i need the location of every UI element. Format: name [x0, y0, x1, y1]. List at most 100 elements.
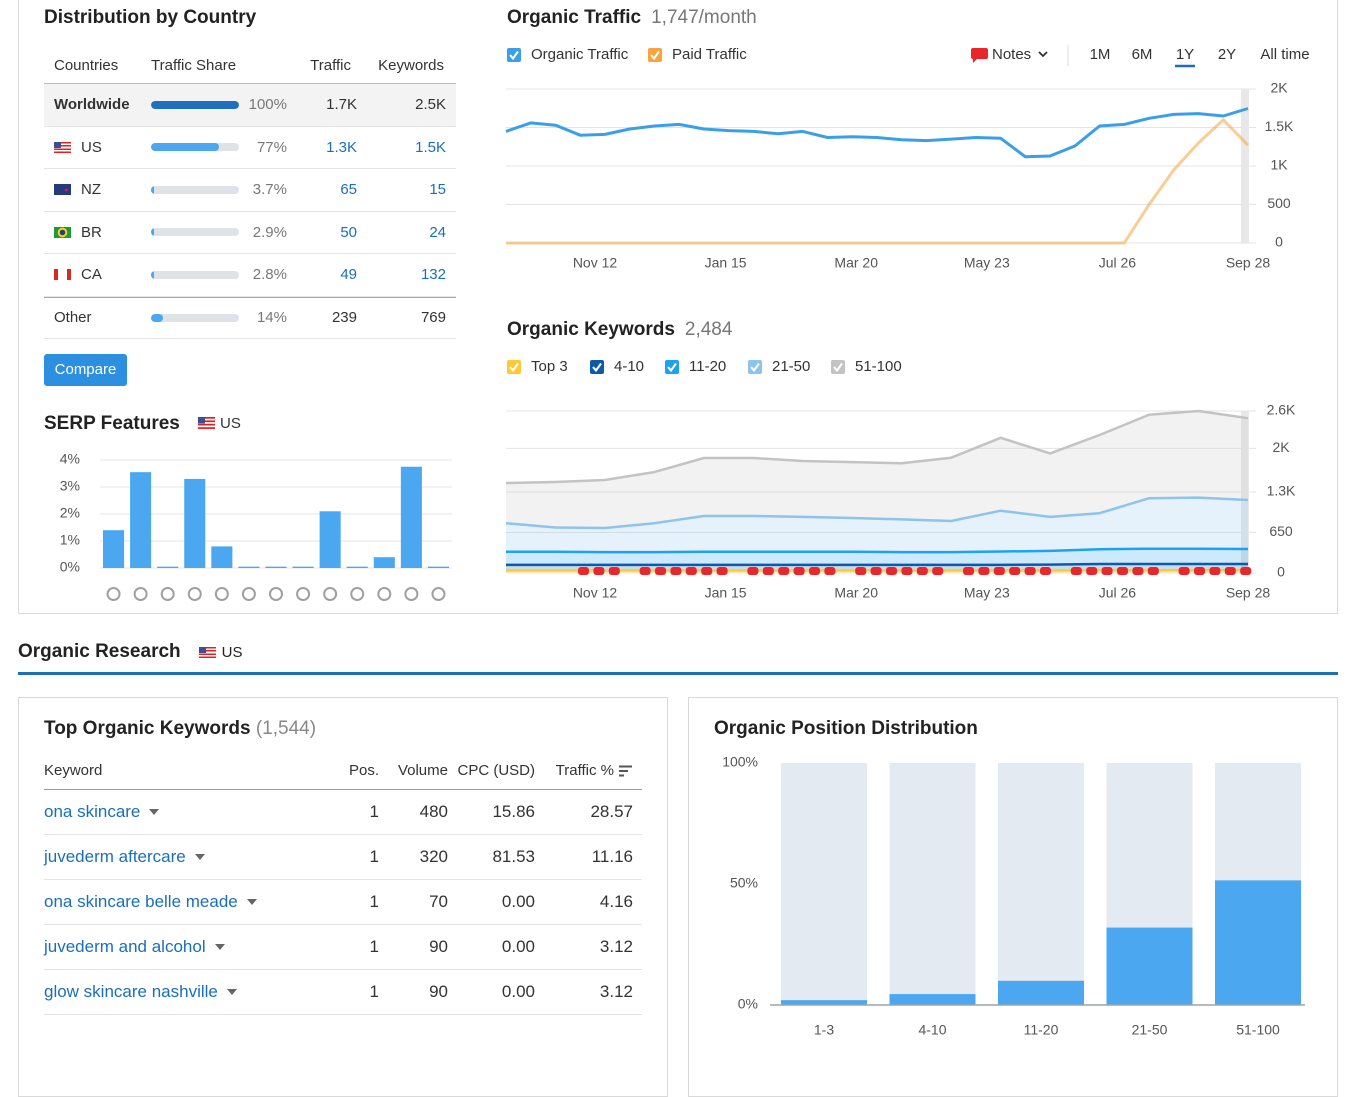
- legend-label[interactable]: 21-50: [772, 358, 810, 375]
- legend-checkbox[interactable]: [590, 360, 604, 374]
- note-marker[interactable]: [1225, 567, 1236, 575]
- note-marker[interactable]: [593, 567, 604, 575]
- note-marker[interactable]: [670, 567, 681, 575]
- x-tick-label: Mar 20: [834, 585, 878, 601]
- traffic-cell[interactable]: 1.3K: [290, 139, 360, 156]
- notes-button[interactable]: Notes: [992, 46, 1031, 63]
- note-marker[interactable]: [871, 567, 882, 575]
- keyword-metric: 90: [385, 982, 455, 1002]
- keyword-link[interactable]: juvederm and alcohol: [44, 937, 206, 956]
- sort-icon[interactable]: [619, 765, 633, 777]
- note-marker[interactable]: [609, 567, 620, 575]
- note-marker[interactable]: [686, 567, 697, 575]
- note-marker[interactable]: [778, 567, 789, 575]
- period-button[interactable]: All time: [1260, 46, 1309, 63]
- database: US: [199, 644, 243, 661]
- note-marker[interactable]: [794, 567, 805, 575]
- keyword-count: (1,544): [256, 718, 316, 739]
- note-marker[interactable]: [1086, 567, 1097, 575]
- traffic-cell[interactable]: 50: [290, 224, 360, 241]
- notes-chevron[interactable]: [1039, 52, 1047, 56]
- notes-icon[interactable]: [971, 48, 988, 63]
- bar: [130, 472, 151, 568]
- dropdown-caret[interactable]: [149, 809, 159, 815]
- compare-button[interactable]: Compare: [44, 354, 127, 386]
- y-tick-label: 2%: [60, 505, 80, 521]
- note-marker[interactable]: [809, 567, 820, 575]
- legend-label[interactable]: 4-10: [614, 358, 644, 375]
- note-marker[interactable]: [1025, 567, 1036, 575]
- share-bar: [151, 143, 219, 151]
- keywords-cell[interactable]: 1.5K: [360, 139, 456, 156]
- note-marker[interactable]: [855, 567, 866, 575]
- legend-label[interactable]: Top 3: [531, 358, 568, 375]
- note-marker[interactable]: [886, 567, 897, 575]
- legend-label[interactable]: Paid Traffic: [672, 46, 747, 63]
- keyword-link[interactable]: juvederm aftercare: [44, 847, 186, 866]
- keyword-link[interactable]: ona skincare: [44, 802, 140, 821]
- dropdown-caret[interactable]: [247, 899, 257, 905]
- keywords-cell[interactable]: 24: [360, 224, 456, 241]
- note-marker[interactable]: [932, 567, 943, 575]
- traffic-cell[interactable]: 65: [290, 181, 360, 198]
- legend-checkbox[interactable]: [507, 48, 521, 62]
- period-button[interactable]: 1Y: [1176, 46, 1194, 63]
- note-marker[interactable]: [763, 567, 774, 575]
- note-marker[interactable]: [978, 567, 989, 575]
- x-tick-label: Sep 28: [1226, 585, 1271, 601]
- note-marker[interactable]: [963, 567, 974, 575]
- note-marker[interactable]: [1209, 567, 1220, 575]
- note-marker[interactable]: [1102, 567, 1113, 575]
- traffic-cell[interactable]: 49: [290, 266, 360, 283]
- note-marker[interactable]: [1240, 567, 1251, 575]
- note-marker[interactable]: [640, 567, 651, 575]
- dropdown-caret[interactable]: [215, 944, 225, 950]
- keyword-link[interactable]: glow skincare nashville: [44, 982, 218, 1001]
- note-marker[interactable]: [578, 567, 589, 575]
- period-button[interactable]: 6M: [1132, 46, 1153, 63]
- bar-background: [890, 763, 976, 1005]
- keyword-link[interactable]: ona skincare belle meade: [44, 892, 238, 911]
- note-marker[interactable]: [1132, 567, 1143, 575]
- legend-label[interactable]: 11-20: [689, 358, 726, 375]
- legend-checkbox[interactable]: [665, 360, 679, 374]
- note-marker[interactable]: [1071, 567, 1082, 575]
- note-marker[interactable]: [717, 567, 728, 575]
- note-marker[interactable]: [917, 567, 928, 575]
- note-marker[interactable]: [1148, 567, 1159, 575]
- dropdown-caret[interactable]: [195, 854, 205, 860]
- x-tick-label: Sep 28: [1226, 255, 1271, 271]
- note-marker[interactable]: [747, 567, 758, 575]
- sort-header[interactable]: Traffic %: [540, 762, 642, 779]
- keywords-cell[interactable]: 132: [360, 266, 456, 283]
- note-marker[interactable]: [1179, 567, 1190, 575]
- note-marker[interactable]: [701, 567, 712, 575]
- note-marker[interactable]: [824, 567, 835, 575]
- dropdown-caret[interactable]: [227, 989, 237, 995]
- chart-title: SERP Features: [44, 413, 180, 434]
- note-marker[interactable]: [1117, 567, 1128, 575]
- legend-checkbox[interactable]: [507, 360, 521, 374]
- period-button[interactable]: 1M: [1090, 46, 1111, 63]
- legend-checkbox[interactable]: [648, 48, 662, 62]
- y-tick-label: 2K: [1272, 439, 1290, 455]
- note-marker[interactable]: [655, 567, 666, 575]
- note-marker[interactable]: [1009, 567, 1020, 575]
- legend-checkbox[interactable]: [748, 360, 762, 374]
- note-marker[interactable]: [1040, 567, 1051, 575]
- keyword-metric: 3.12: [540, 937, 642, 957]
- keywords-cell[interactable]: 15: [360, 181, 456, 198]
- note-marker[interactable]: [994, 567, 1005, 575]
- note-marker[interactable]: [901, 567, 912, 575]
- note-marker[interactable]: [1194, 567, 1205, 575]
- legend-checkbox[interactable]: [831, 360, 845, 374]
- column-header: Pos.: [330, 762, 385, 779]
- x-tick-label: 4-10: [918, 1022, 946, 1038]
- legend-label[interactable]: Organic Traffic: [531, 46, 629, 63]
- column-header[interactable]: Traffic %: [556, 762, 614, 779]
- x-tick-label: 21-50: [1132, 1022, 1168, 1038]
- legend-label[interactable]: 51-100: [855, 358, 902, 375]
- period-button[interactable]: 2Y: [1218, 46, 1236, 63]
